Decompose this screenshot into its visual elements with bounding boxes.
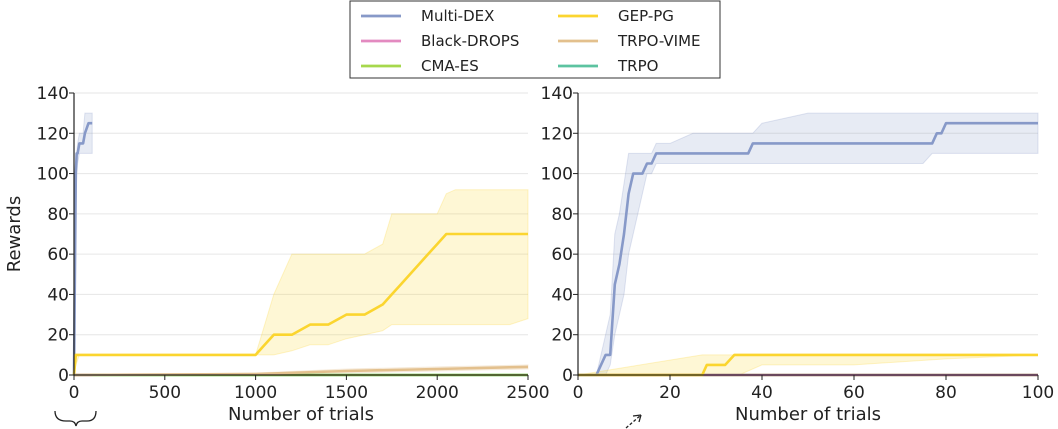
- legend-label-cma-es: CMA-ES: [421, 57, 479, 75]
- y-tick-label: 120: [541, 124, 573, 144]
- y-tick-label: 20: [551, 326, 573, 346]
- annotations: [54, 410, 642, 429]
- x-tick-label: 80: [935, 383, 957, 403]
- multi-dex-band: [578, 112, 1039, 376]
- y-tick-label: 140: [541, 84, 573, 104]
- y-tick-label: 120: [37, 124, 69, 144]
- multi-dex-line: [72, 121, 93, 376]
- x-tick-label: 1500: [325, 383, 368, 403]
- gep-pg-line: [72, 232, 528, 376]
- trpo-vime-line: [73, 365, 529, 377]
- y-tick-label: 80: [551, 205, 573, 225]
- x-tick-label: 1000: [234, 383, 277, 403]
- y-axis-title: Rewards: [4, 196, 25, 272]
- multi-dex-line: [578, 121, 1038, 377]
- y-tick-label: 80: [47, 205, 69, 225]
- legend-box: [349, 0, 721, 79]
- gep-pg-band: [73, 189, 529, 376]
- x-tick-label: 100: [1022, 383, 1054, 403]
- y-tick-label: 40: [551, 285, 573, 305]
- x-tick-label: 0: [69, 383, 80, 403]
- y-tick-label: 100: [541, 165, 573, 185]
- x-tick-label: 2500: [506, 383, 549, 403]
- x-tick-label: 500: [149, 383, 181, 403]
- legend-label-gep-pg: GEP-PG: [618, 7, 674, 25]
- x-tick-label: 60: [843, 383, 865, 403]
- legend-label-trpo-vime: TRPO-VIME: [617, 32, 701, 50]
- legend-label-multi-dex: Multi-DEX: [421, 7, 494, 25]
- brace-mark: [54, 410, 97, 427]
- legend-label-black-drops: Black-DROPS: [421, 32, 519, 50]
- legend: Multi-DEX Black-DROPS CMA-ES GEP-PG TRPO-VIM…: [349, 0, 721, 79]
- y-tick-label: 20: [47, 326, 69, 346]
- x-tick-label: 20: [659, 383, 681, 403]
- x-tick-label: 2000: [416, 383, 459, 403]
- x-axis-title: Number of trials: [735, 404, 881, 425]
- right-panel: 0 20 40 60 80 100 120 140 0 20 40 60 80 100 Number of …: [541, 84, 1055, 425]
- arrow-head: [632, 414, 642, 423]
- left-panel: 0 20 40 60 80 100 120 140 0 500 1000 1500 2000 2500 Nu…: [4, 84, 550, 425]
- gep-pg-band: [577, 354, 1039, 376]
- x-axis-title: Number of trials: [228, 404, 374, 425]
- y-tick-label: 100: [37, 165, 69, 185]
- y-tick-label: 60: [47, 245, 69, 265]
- legend-label-trpo: TRPO: [617, 57, 658, 75]
- x-tick-label: 40: [751, 383, 773, 403]
- y-tick-label: 0: [58, 366, 69, 386]
- arrow-shaft: [625, 414, 642, 429]
- gep-pg-line: [578, 353, 1038, 377]
- x-tick-label: 0: [573, 383, 584, 403]
- y-tick-label: 60: [551, 245, 573, 265]
- y-tick-label: 0: [562, 366, 573, 386]
- y-tick-label: 40: [47, 285, 69, 305]
- y-tick-label: 140: [37, 84, 69, 104]
